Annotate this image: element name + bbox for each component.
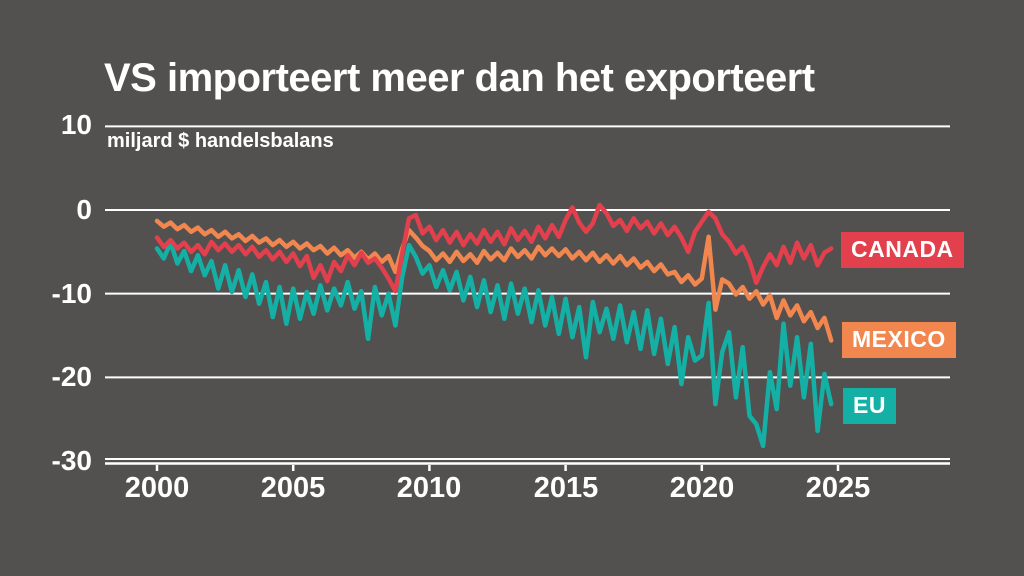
- series-line-eu: [154, 240, 834, 449]
- x-tick-label: 2025: [805, 472, 871, 504]
- x-tick-label: 2020: [669, 472, 735, 504]
- x-tick-label: 2010: [396, 472, 462, 504]
- y-tick-label: 0: [76, 194, 92, 225]
- y-tick-label: -10: [51, 278, 92, 309]
- chart-subtitle: miljard $ handelsbalans: [107, 130, 334, 152]
- series-line-canada: [154, 202, 834, 294]
- y-tick-label: 10: [60, 109, 92, 140]
- legend-canada: CANADA: [841, 232, 964, 268]
- x-tick-label: 2005: [260, 472, 326, 504]
- legend-mexico: MEXICO: [842, 322, 956, 358]
- chart-title: VS importeert meer dan het exporteert: [104, 56, 815, 100]
- series-line-mexico: [154, 218, 834, 343]
- legend-eu: EU: [843, 388, 896, 424]
- y-tick-label: -30: [51, 445, 92, 476]
- x-tick-label: 2015: [533, 472, 599, 504]
- y-tick-label: -20: [51, 361, 92, 392]
- x-tick-label: 2000: [124, 472, 190, 504]
